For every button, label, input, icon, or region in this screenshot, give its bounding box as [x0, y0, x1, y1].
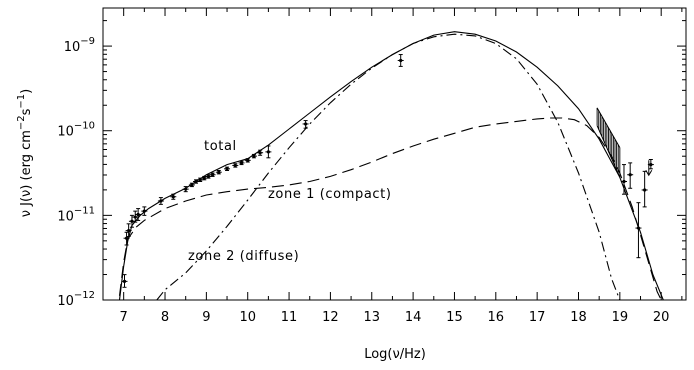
- x-tick-label-11: 11: [281, 310, 298, 325]
- observed-points: [121, 54, 654, 288]
- y-axis-label-rest: s: [19, 108, 34, 115]
- y-tick-label: 10−9: [64, 36, 95, 55]
- data-point-4: [133, 215, 137, 219]
- data-point-14: [206, 174, 211, 179]
- x-tick-label-9: 9: [202, 310, 210, 325]
- y-tick-label: 10−10: [57, 121, 95, 140]
- data-point-13: [202, 176, 206, 180]
- data-point-11: [194, 179, 198, 184]
- y-axis-label: ν J(ν) (erg cm−2s−1): [16, 89, 34, 218]
- data-point-17: [225, 167, 229, 171]
- curve-zone2: [156, 33, 621, 301]
- band-top-edge: [596, 107, 621, 148]
- data-point-3: [130, 219, 134, 223]
- y-tick-labels: 10−12 10−11 10−10 10−9: [57, 36, 95, 309]
- x-tick-labels: 7 8 9 10 11 12 13 14 15 16 17 18 19 20: [120, 310, 670, 325]
- data-point-27: [628, 173, 632, 177]
- data-point-9: [184, 187, 188, 191]
- data-point-8: [171, 195, 175, 199]
- data-point-29: [643, 188, 647, 192]
- data-point-21: [252, 154, 256, 158]
- y-axis-close: ): [19, 89, 34, 94]
- x-tick-label-10: 10: [239, 310, 256, 325]
- x-tick-label-15: 15: [446, 310, 463, 325]
- axis-ticks: [103, 8, 686, 301]
- annotation-zone1: zone 1 (compact): [268, 187, 392, 202]
- x-tick-label-7: 7: [120, 310, 128, 325]
- data-point-1: [124, 236, 129, 240]
- band-bottom-edge: [596, 125, 621, 178]
- data-point-10: [190, 183, 194, 187]
- y-axis-label-main: ν J(ν) (erg cm: [19, 130, 34, 217]
- data-point-24: [304, 122, 308, 126]
- data-point-2: [127, 228, 131, 233]
- data-point-15: [210, 173, 215, 177]
- annotation-zone2: zone 2 (diffuse): [188, 249, 299, 264]
- data-point-22: [258, 151, 262, 155]
- data-point-19: [239, 161, 244, 165]
- y-tick-label: 10−11: [57, 205, 95, 224]
- data-point-20: [246, 158, 250, 162]
- data-point-23: [266, 150, 270, 154]
- data-point-7: [159, 199, 163, 203]
- svg-text:ν J(ν) (erg cm−2s−1): ν J(ν) (erg cm−2s−1): [16, 89, 34, 218]
- upper-limit-arrowhead: [645, 170, 653, 177]
- data-point-18: [233, 163, 237, 168]
- x-axis-label: Log(ν/Hz): [364, 347, 426, 362]
- data-point-28: [636, 226, 641, 230]
- data-point-30: [649, 162, 653, 167]
- y-axis-exp1: −2: [16, 115, 27, 130]
- plot-frame: [102, 7, 687, 301]
- data-point-12: [198, 178, 202, 182]
- y-axis-exp2: −1: [16, 94, 27, 109]
- x-tick-label-18: 18: [570, 310, 587, 325]
- data-point-6: [142, 209, 146, 213]
- data-point-26: [622, 179, 626, 184]
- data-point-5: [136, 212, 140, 217]
- x-tick-label-19: 19: [612, 310, 629, 325]
- curve-zone1: [118, 117, 662, 301]
- x-tick-label-20: 20: [653, 310, 670, 325]
- y-tick-label: 10−12: [57, 290, 95, 309]
- x-tick-label-13: 13: [363, 310, 380, 325]
- data-point-25: [399, 58, 403, 63]
- model-curves: [118, 31, 664, 301]
- x-tick-label-8: 8: [161, 310, 169, 325]
- x-ray-band: [596, 107, 621, 178]
- x-tick-label-14: 14: [405, 310, 422, 325]
- data-point-16: [217, 170, 221, 174]
- curve-total: [118, 31, 664, 301]
- x-tick-label-16: 16: [488, 310, 505, 325]
- data-point-0: [122, 279, 127, 283]
- annotation-total: total: [204, 139, 237, 154]
- x-tick-label-17: 17: [529, 310, 546, 325]
- x-tick-label-12: 12: [322, 310, 339, 325]
